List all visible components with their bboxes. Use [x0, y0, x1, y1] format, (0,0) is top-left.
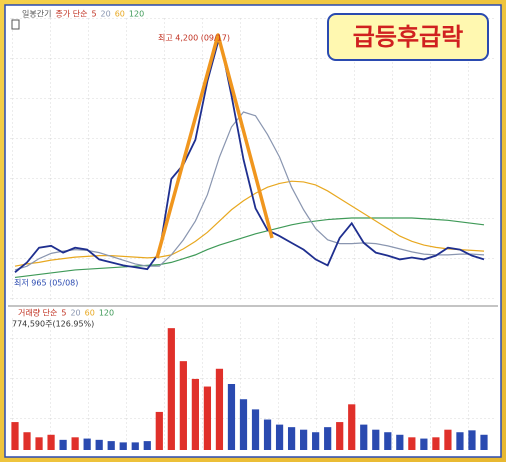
volume-bar — [275, 424, 284, 450]
ma-line — [14, 180, 485, 267]
legend-entry: 60 — [115, 10, 125, 19]
volume-bar — [456, 432, 464, 450]
volume-bar — [480, 434, 488, 450]
volume-bar — [191, 378, 199, 450]
legend-entry: 5 — [61, 309, 66, 318]
title: 급등후급락 — [353, 23, 463, 51]
trend-annotation — [155, 33, 274, 259]
price-legend: 일봉간기 종가 단순 5 20 60 120 — [22, 9, 144, 19]
volume-bar — [263, 419, 272, 450]
volume-bar — [468, 430, 476, 450]
volume-bar — [59, 439, 67, 450]
volume-bar — [420, 438, 428, 450]
volume-bar — [251, 409, 260, 450]
legend-entry: 거래량 단순 — [18, 308, 57, 318]
volume-bar — [155, 411, 163, 450]
volume-bar — [360, 424, 368, 450]
volume-bar — [300, 429, 308, 450]
volume-bar — [143, 441, 151, 450]
legend-entry: 20 — [101, 10, 111, 19]
price-line — [14, 36, 485, 273]
volume-bar — [167, 328, 175, 450]
legend-entry: 일봉간기 — [22, 9, 51, 19]
volume-bar — [107, 441, 115, 450]
volume-label: 774,590주(126.95%) — [12, 320, 94, 329]
volume-bar — [203, 386, 212, 450]
volume-bar — [83, 438, 91, 450]
ma-line — [14, 217, 485, 279]
ma-line — [14, 111, 485, 271]
volume-bar — [179, 361, 187, 450]
legend-entry: 20 — [70, 309, 80, 318]
legend-entry: 120 — [99, 309, 114, 318]
legend-entry: 120 — [129, 10, 144, 19]
marks — [11, 36, 488, 450]
volume-bar — [432, 437, 440, 450]
volume-bar — [227, 384, 236, 450]
volume-bar — [71, 437, 79, 450]
volume-bar — [312, 432, 320, 450]
legend-entry: 종가 단순 — [55, 9, 87, 19]
low-label: 최저 965 (05/08) — [14, 278, 78, 288]
volume-bar — [396, 434, 404, 450]
volume-bar — [408, 437, 416, 450]
volume-bar — [239, 399, 248, 450]
volume-bar — [336, 422, 344, 450]
volume-bar — [131, 442, 139, 450]
volume-bar — [348, 404, 356, 450]
volume-bar — [47, 434, 55, 450]
volume-bar — [384, 432, 392, 450]
volume-bar — [95, 439, 103, 450]
volume-bar — [372, 429, 380, 450]
volume-legend: 거래량 단순 5 20 60 120 — [18, 308, 114, 318]
volume-bar — [444, 429, 452, 450]
volume-bar — [215, 368, 224, 450]
title-box — [327, 13, 489, 61]
volume-bar — [11, 422, 19, 450]
volume-bar — [287, 427, 296, 450]
legend-entry: 60 — [85, 309, 95, 318]
volume-bar — [35, 437, 43, 450]
legend-entry: 5 — [91, 10, 96, 19]
doc-icon — [11, 19, 20, 30]
high-label: 최고 4,200 (09/17) — [158, 33, 230, 43]
volume-bar — [119, 442, 127, 450]
volume-bar — [23, 432, 31, 450]
volume-bar — [324, 427, 332, 450]
